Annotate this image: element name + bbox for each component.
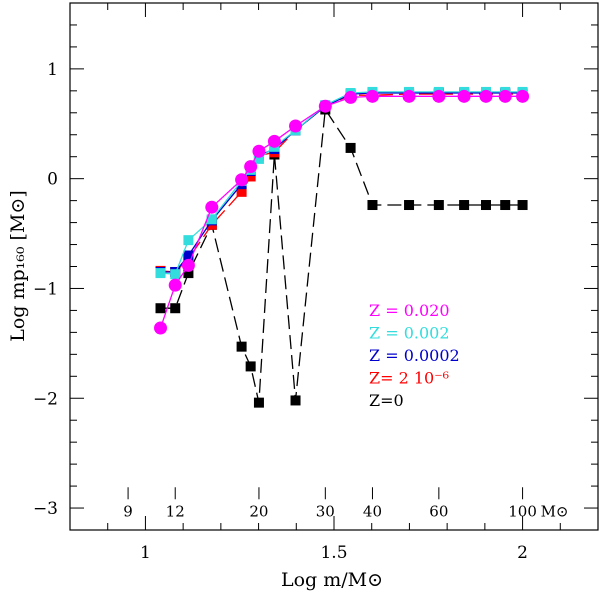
data-point [206, 214, 217, 225]
series [155, 86, 528, 280]
data-point [344, 90, 358, 104]
data-point [318, 99, 332, 113]
mass-tick-label: 40 [363, 502, 382, 520]
series-layer [154, 86, 530, 408]
data-point [404, 200, 415, 211]
data-point [183, 268, 194, 279]
y-tick-label: −2 [33, 389, 58, 409]
data-point [183, 250, 194, 261]
plot-frame [69, 2, 599, 531]
y-tick-label: −3 [33, 499, 58, 519]
series-line [160, 91, 523, 275]
data-point [155, 303, 166, 314]
data-point [236, 341, 247, 352]
data-point [245, 171, 256, 182]
data-point [432, 89, 446, 103]
mass-tick-label: 12 [166, 502, 185, 520]
data-point [154, 321, 168, 335]
data-point [433, 200, 444, 211]
series [154, 89, 530, 335]
data-point [155, 268, 166, 279]
series [155, 104, 528, 408]
data-point [402, 89, 416, 103]
mass-tick-label: 30 [316, 502, 335, 520]
mass-tick-label: 20 [249, 502, 268, 520]
data-point [244, 160, 258, 174]
mass-tick-label: 100 [508, 502, 537, 520]
data-point [245, 361, 256, 372]
data-point [253, 153, 264, 164]
series-line [160, 107, 523, 403]
legend-entry: Z = 0.020 [369, 301, 450, 320]
mass-tick-label: 60 [429, 502, 448, 520]
data-point [498, 89, 512, 103]
y-tick-label: −1 [33, 279, 58, 299]
mass-scale: 9 12 20 30 40 60 100 M⊙ [123, 487, 569, 520]
data-point [500, 200, 511, 211]
y-axis-label: Log mp₁₆₀ [M⊙] [7, 190, 29, 342]
mass-tick-label: 9 [123, 502, 133, 520]
series-line [160, 92, 523, 273]
data-point [345, 142, 356, 153]
data-point [236, 186, 247, 197]
x-tick-label: 1 [140, 543, 151, 563]
data-point [235, 173, 249, 187]
data-point [516, 89, 530, 103]
data-point [457, 89, 471, 103]
legend-entry: Z= 2 10⁻⁶ [369, 369, 449, 388]
data-point [253, 397, 264, 408]
axis-ticks: 1 1.5 2 1 0 −1 −2 −3 [33, 2, 599, 563]
data-point [170, 269, 181, 280]
x-tick-label: 1.5 [320, 543, 347, 563]
mass-unit-label: M⊙ [541, 502, 569, 520]
x-tick-label: 2 [517, 543, 528, 563]
legend-entry: Z = 0.0002 [369, 346, 460, 365]
series-line [160, 93, 523, 273]
data-point [183, 235, 194, 246]
data-point [289, 119, 303, 133]
legend-entry: Z=0 [369, 391, 404, 410]
data-point [168, 278, 182, 292]
data-point [459, 200, 470, 211]
y-tick-label: 0 [47, 170, 58, 190]
legend: Z = 0.020 Z = 0.002 Z = 0.0002 Z= 2 10⁻⁶ Z=0 [369, 301, 460, 410]
data-point [170, 303, 181, 314]
data-point [252, 144, 266, 158]
series [155, 89, 528, 277]
data-point [365, 89, 379, 103]
data-point [480, 200, 491, 211]
series [155, 88, 528, 277]
y-tick-label: 1 [47, 60, 58, 80]
legend-entry: Z = 0.002 [369, 324, 450, 343]
x-axis-label: Log m/M⊙ [281, 569, 383, 591]
data-point [479, 89, 493, 103]
data-point [290, 395, 301, 406]
data-point [267, 134, 281, 148]
data-point [205, 200, 219, 214]
data-point [367, 200, 378, 211]
data-point [517, 200, 528, 211]
data-point [181, 258, 195, 272]
